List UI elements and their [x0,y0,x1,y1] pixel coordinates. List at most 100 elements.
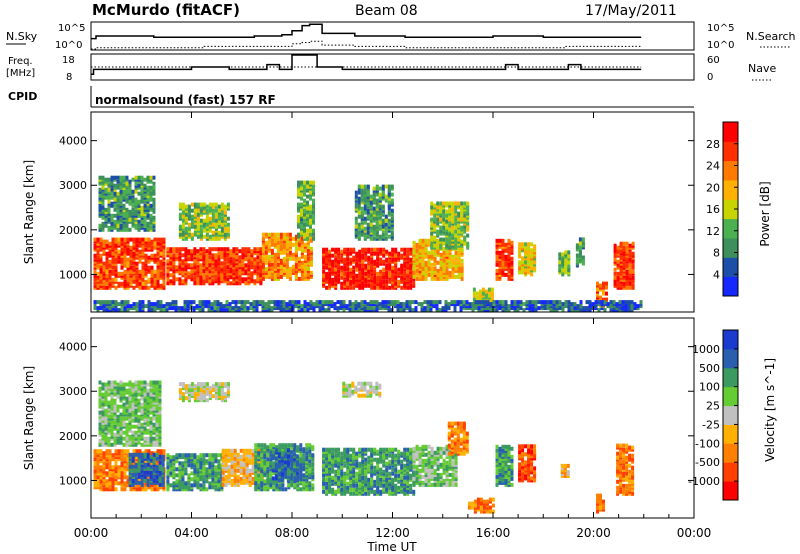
heatmap-cell [430,272,434,277]
heatmap-cell [363,184,367,189]
heatmap-cell [322,269,326,274]
heatmap-cell [105,253,109,258]
heatmap-cell [454,256,458,261]
heatmap-cell [537,300,541,305]
heatmap-cell [143,442,147,447]
heatmap-cell [513,300,517,305]
heatmap-cell [384,236,388,241]
heatmap-cell [524,242,528,247]
heatmap-cell [490,297,494,302]
heatmap-cell [113,408,117,413]
heatmap-cell [495,308,499,313]
heatmap-cell [199,218,203,223]
heatmap-cell [531,300,535,305]
heatmap-cell [113,398,117,403]
heatmap-cell [439,201,443,206]
heatmap-cell [543,300,547,305]
heatmap-cell [288,300,292,305]
nsearch-tick-high: 10^5 [707,23,734,34]
heatmap-cell [166,281,170,286]
heatmap-cell [331,253,335,258]
heatmap-cell [387,218,391,223]
heatmap-cell [312,236,315,241]
heatmap-cell [126,271,130,276]
heatmap-cell [195,304,199,309]
heatmap-cell [202,247,206,252]
heatmap-cell [211,222,215,227]
heatmap-cell [337,277,341,282]
heatmap-cell [150,487,154,492]
heatmap-cell [135,275,139,280]
heatmap-cell [448,260,452,265]
heatmap-cell [348,300,352,305]
heatmap-cell [510,260,514,265]
heatmap-cell [600,300,604,305]
heatmap-cell [211,253,215,258]
heatmap-cell [126,275,130,280]
heatmap-cell [104,195,108,200]
heatmap-cell [128,434,132,439]
heatmap-cell [119,217,123,222]
heatmap-cell [373,275,377,280]
heatmap-cell [205,204,209,209]
heatmap-cell [267,232,271,237]
heatmap-cell [375,184,379,189]
heatmap-cell [122,211,126,216]
colorbar-tick-label: 12 [706,225,720,238]
heatmap-cell [618,300,622,305]
heatmap-cell [114,269,118,274]
heatmap-cell [196,253,200,258]
heatmap-cell [630,300,634,305]
heatmap-cell [125,422,129,427]
heatmap-cell [190,257,194,262]
heatmap-cell [426,308,430,313]
heatmap-cell [107,195,111,200]
heatmap-cell [309,232,312,237]
heatmap-cell [146,221,150,226]
heatmap-cell [312,184,315,189]
heatmap-cell [105,285,109,290]
heatmap-cell [436,229,440,234]
heatmap-cell [471,308,475,313]
nsky-tick-low: 10^0 [55,40,82,51]
heatmap-cell [261,300,265,305]
heatmap-cell [627,300,631,305]
heatmap-cell [162,269,166,274]
heatmap-cell [357,204,361,209]
heatmap-cell [457,223,461,228]
heatmap-cell [288,236,292,241]
heatmap-cell [285,252,289,257]
heatmap-cell [123,471,127,476]
heatmap-cell [261,276,265,281]
heatmap-cell [165,308,169,313]
heatmap-cell [93,469,97,474]
heatmap-cell [143,177,147,182]
heatmap-cell [166,259,170,264]
heatmap-cell [149,454,153,459]
heatmap-cell [337,273,341,278]
heatmap-cell [306,194,309,199]
heatmap-cell [141,251,145,256]
heatmap-cell [146,452,150,457]
heatmap-cell [122,392,126,397]
heatmap-cell [134,468,138,473]
heatmap-cell [131,211,135,216]
colorbar-swatch [723,122,738,142]
heatmap-cell [144,241,148,246]
heatmap-cell [409,263,413,268]
heatmap-cell [129,277,133,282]
heatmap-cell [153,269,157,274]
heatmap-cell [270,306,274,311]
heatmap-cell [107,442,111,447]
heatmap-cell [110,201,114,206]
heatmap-cell [424,254,428,259]
heatmap-cell [433,256,437,261]
heatmap-cell [631,263,635,268]
heatmap-cell [234,304,238,309]
heatmap-cell [178,224,182,229]
heatmap-cell [116,227,120,232]
heatmap-cell [128,187,132,192]
heatmap-cell [309,236,313,241]
heatmap-cell [143,462,147,467]
heatmap-cell [131,207,135,212]
